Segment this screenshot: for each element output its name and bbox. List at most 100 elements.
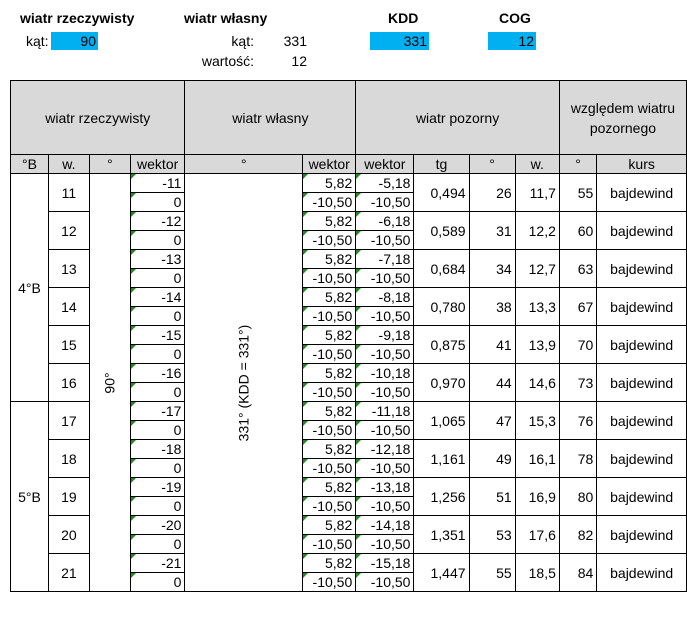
apparent-vector-y: -10,50: [355, 496, 415, 516]
true-vector-x: -19: [129, 477, 186, 497]
table-row: 19 -19 5,82 -13,18 1,256 51 16,9 80 bajdewind: [11, 477, 687, 516]
table-row: 0 -10,50 -10,50: [11, 534, 687, 554]
own-vector-y: -10,50: [302, 192, 357, 212]
apparent-vector-y: -10,50: [355, 192, 415, 212]
own-wind-value[interactable]: 12: [291, 53, 307, 69]
own-vector-y: -10,50: [302, 420, 357, 440]
true-vector-y: 0: [129, 458, 186, 478]
relative-degrees: 70: [558, 325, 598, 364]
header-relative: względem wiatru pozornego: [558, 80, 687, 155]
relative-degrees: 76: [558, 401, 598, 440]
col-header-apparent-degrees: °: [468, 154, 516, 174]
relative-degrees: 80: [558, 477, 598, 516]
course-name: bajdewind: [596, 477, 687, 516]
apparent-vector-x: -7,18: [355, 249, 415, 269]
kdd-title: KDD: [388, 10, 419, 26]
course-name: bajdewind: [596, 173, 687, 212]
kdd-input[interactable]: 331: [370, 32, 429, 50]
own-vector-x: 5,82: [302, 287, 357, 307]
apparent-vector-x: -15,18: [355, 553, 415, 573]
table-row: 21 -21 5,82 -15,18 1,447 55 18,5 84 bajdewind: [11, 553, 687, 592]
apparent-vector-x: -10,18: [355, 363, 415, 383]
col-header-tangent: tg: [413, 154, 470, 174]
true-wind-speed: 17: [47, 401, 90, 440]
course-name: bajdewind: [596, 363, 687, 402]
table-row: 12 -12 5,82 -6,18 0,589 31 12,2 60 bajdewind: [11, 211, 687, 250]
apparent-speed: 17,6: [514, 515, 560, 554]
table-row: 0 -10,50 -10,50: [11, 382, 687, 402]
apparent-speed: 13,9: [514, 325, 560, 364]
col-header-apparent-vector: wektor: [355, 154, 415, 174]
beaufort-group-label: 4°B: [10, 173, 49, 402]
relative-degrees: 78: [558, 439, 598, 478]
apparent-degrees: 51: [468, 477, 516, 516]
apparent-tangent: 0,589: [413, 211, 470, 250]
true-vector-y: 0: [129, 192, 186, 212]
course-name: bajdewind: [596, 325, 687, 364]
apparent-tangent: 0,684: [413, 249, 470, 288]
true-vector-y: 0: [129, 496, 186, 516]
col-header-true-speed: w.: [47, 154, 90, 174]
relative-degrees: 82: [558, 515, 598, 554]
cog-input[interactable]: 12: [488, 32, 536, 50]
apparent-speed: 13,3: [514, 287, 560, 326]
apparent-vector-y: -10,50: [355, 458, 415, 478]
own-wind-direction: 331° (KDD = 331°): [184, 173, 304, 592]
relative-degrees: 67: [558, 287, 598, 326]
apparent-vector-x: -13,18: [355, 477, 415, 497]
apparent-tangent: 1,447: [413, 553, 470, 592]
apparent-degrees: 41: [468, 325, 516, 364]
own-vector-x: 5,82: [302, 325, 357, 345]
course-name: bajdewind: [596, 439, 687, 478]
true-vector-y: 0: [129, 344, 186, 364]
table-row: 18 -18 5,82 -12,18 1,161 49 16,1 78 bajdewind: [11, 439, 687, 478]
beaufort-group-label: 5°B: [10, 401, 49, 592]
apparent-degrees: 31: [468, 211, 516, 250]
own-vector-y: -10,50: [302, 382, 357, 402]
apparent-speed: 11,7: [514, 173, 560, 212]
own-vector-x: 5,82: [302, 439, 357, 459]
course-name: bajdewind: [596, 249, 687, 288]
table-row: 0 -10,50 -10,50: [11, 572, 687, 592]
table-row: 0 -10,50 -10,50: [11, 306, 687, 326]
table-row: 0 -10,50 -10,50: [11, 344, 687, 364]
true-vector-x: -18: [129, 439, 186, 459]
apparent-tangent: 1,256: [413, 477, 470, 516]
apparent-vector-y: -10,50: [355, 344, 415, 364]
apparent-vector-x: -6,18: [355, 211, 415, 231]
true-wind-speed: 20: [47, 515, 90, 554]
own-vector-y: -10,50: [302, 268, 357, 288]
col-header-own-vector: wektor: [302, 154, 357, 174]
col-header-true-degrees: °: [88, 154, 131, 174]
relative-degrees: 60: [558, 211, 598, 250]
header-relative-line1: względem wiatru: [570, 99, 676, 116]
apparent-vector-y: -10,50: [355, 534, 415, 554]
own-wind-angle-value[interactable]: 331: [283, 33, 307, 49]
header-relative-line2: pozornego: [589, 119, 657, 136]
cog-title: COG: [499, 10, 531, 26]
header-own-wind: wiatr własny: [184, 80, 357, 155]
true-wind-angle-label: kąt:: [26, 33, 49, 49]
table-row: 0 -10,50 -10,50: [11, 268, 687, 288]
true-vector-y: 0: [129, 382, 186, 402]
true-wind-title: wiatr rzeczywisty: [20, 10, 135, 26]
true-wind-direction: 90°: [88, 173, 131, 592]
own-vector-x: 5,82: [302, 477, 357, 497]
own-vector-x: 5,82: [302, 173, 357, 193]
true-wind-angle-input[interactable]: 90: [51, 32, 98, 50]
own-vector-y: -10,50: [302, 306, 357, 326]
col-header-beaufort: °B: [10, 154, 49, 174]
true-wind-speed: 12: [47, 211, 90, 250]
col-header-apparent-speed: w.: [514, 154, 560, 174]
apparent-degrees: 34: [468, 249, 516, 288]
true-wind-speed: 15: [47, 325, 90, 364]
apparent-vector-y: -10,50: [355, 382, 415, 402]
apparent-speed: 18,5: [514, 553, 560, 592]
header-true-wind: wiatr rzeczywisty: [9, 80, 186, 155]
apparent-vector-x: -9,18: [355, 325, 415, 345]
true-wind-speed: 13: [47, 249, 90, 288]
apparent-vector-x: -14,18: [355, 515, 415, 535]
col-header-true-vector: wektor: [129, 154, 186, 174]
table-row: 4°B 11 90° -11 331° (KDD = 331°) 5,82 -5,18 0,4…: [10, 173, 687, 592]
true-wind-speed: 14: [47, 287, 90, 326]
